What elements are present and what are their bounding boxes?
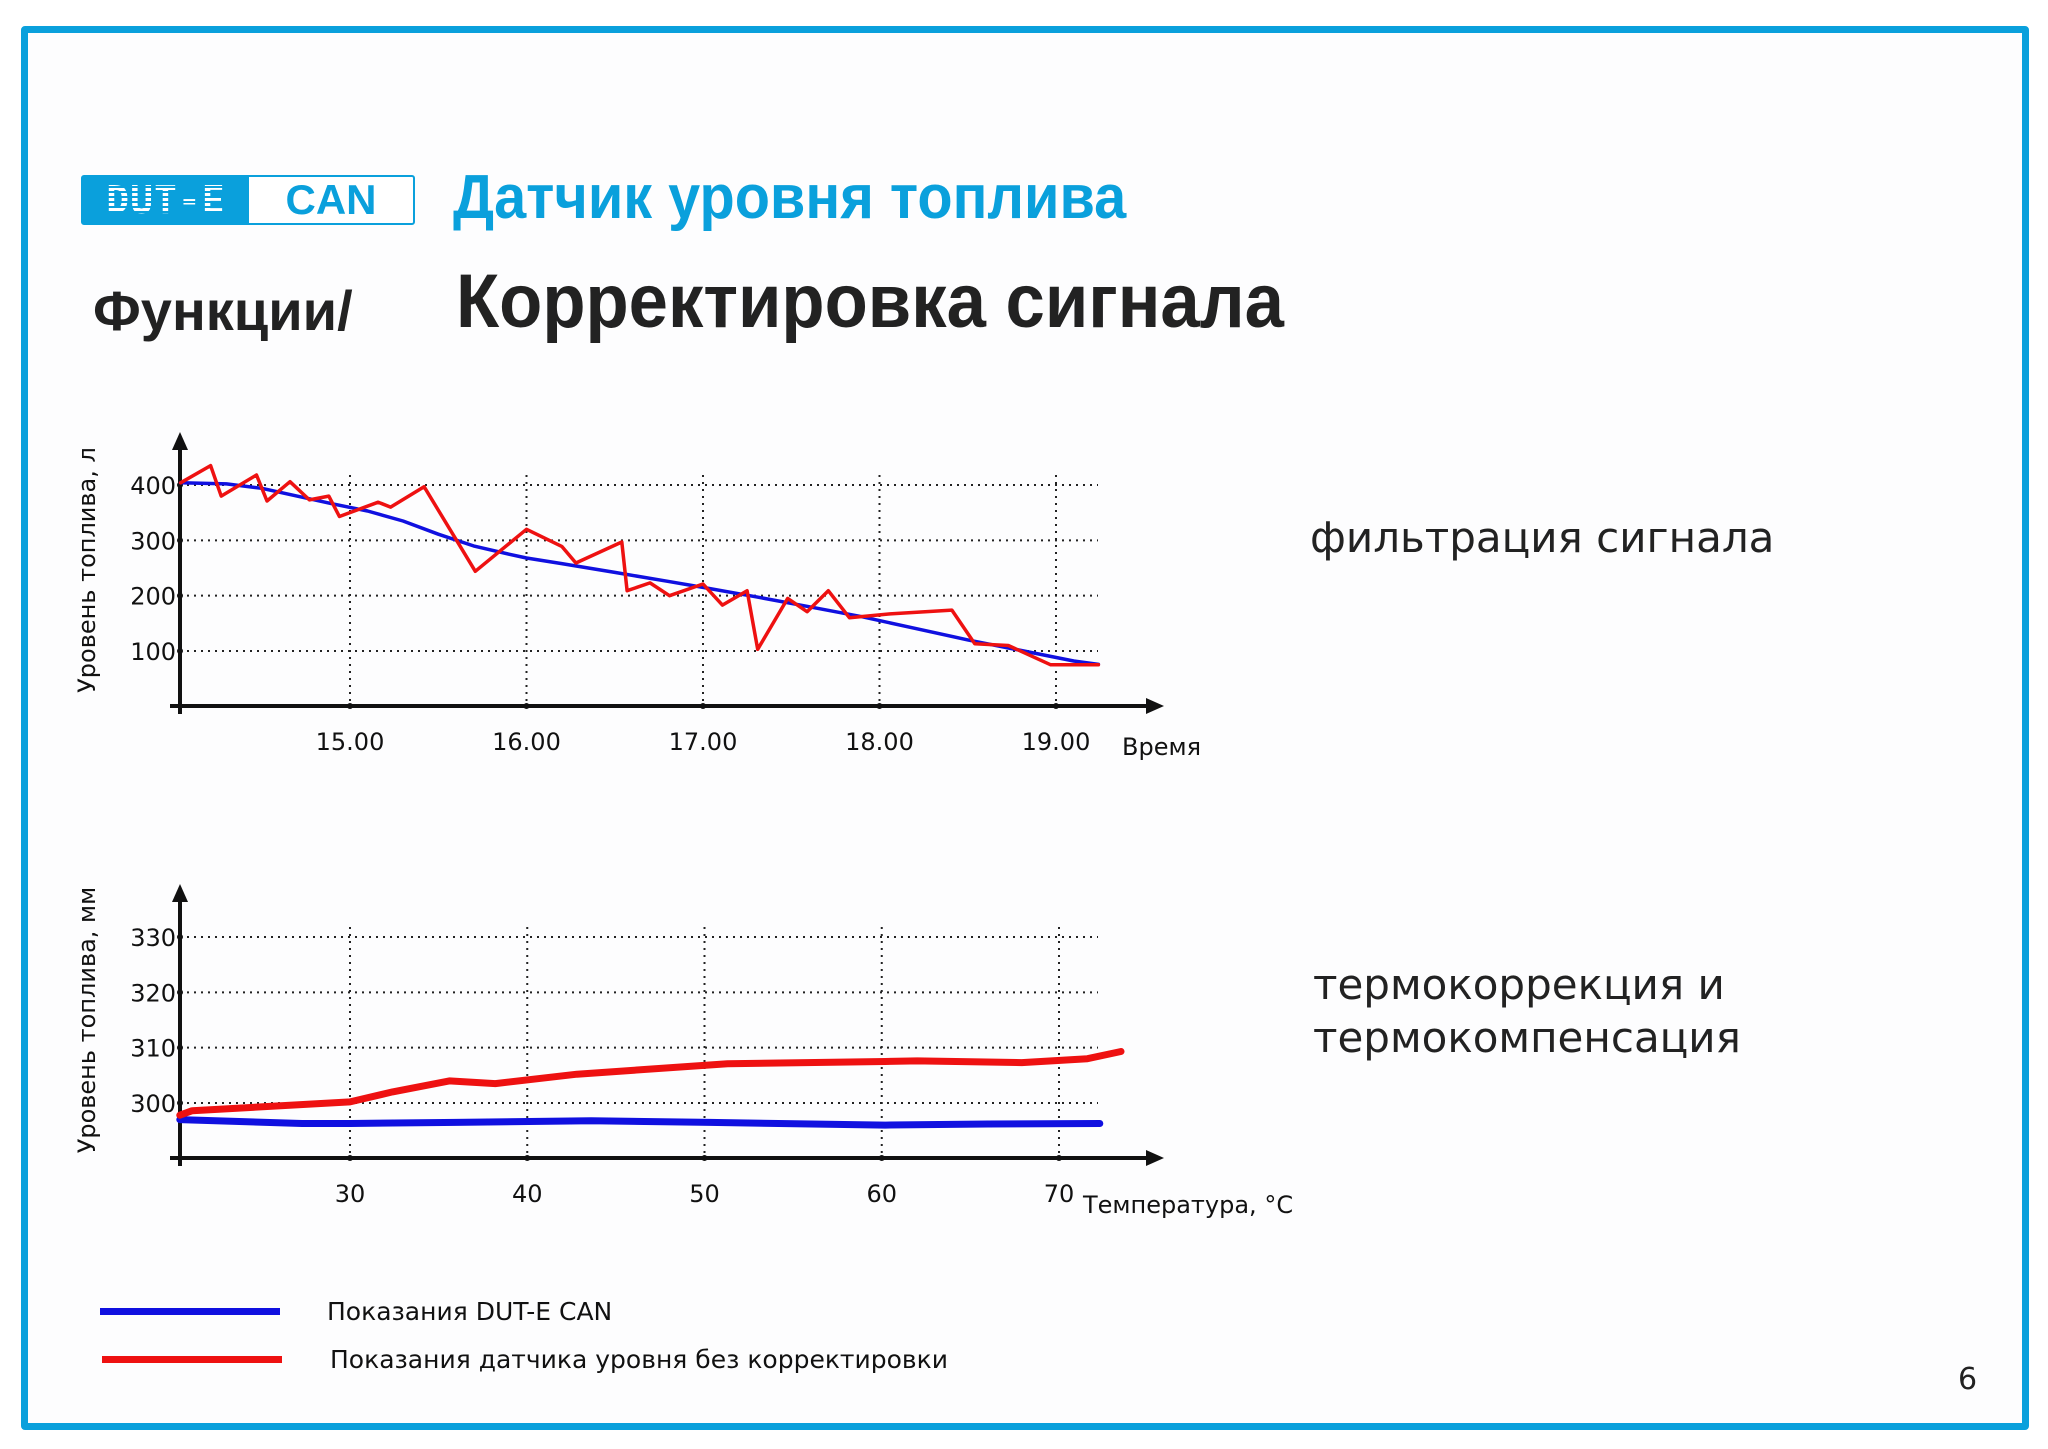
y-tick-label: 200	[130, 583, 176, 611]
logo-dut-e-text: DUT-E	[106, 178, 226, 222]
section-title: Корректировка сигнала	[456, 259, 1284, 344]
x-tick-label: 40	[512, 1180, 543, 1208]
section-prefix: Функции/	[93, 279, 353, 342]
y-tick-label: 300	[130, 527, 176, 555]
y-tick-label: 400	[130, 472, 176, 500]
y-tick-label: 310	[130, 1035, 176, 1063]
thermo-label-line2: термокомпенсация	[1313, 1013, 1741, 1062]
x-axis-arrow-icon	[1146, 1150, 1164, 1166]
thermo-label-line1: термокоррекция и	[1313, 960, 1725, 1009]
series-line	[178, 463, 1101, 667]
y-tick-label: 330	[130, 924, 176, 952]
x-tick-label: 50	[689, 1180, 720, 1208]
filtering-label: фильтрация сигнала	[1310, 513, 1775, 562]
dut-e-can-logo: DUT-E CAN	[81, 175, 415, 225]
y-axis-arrow-icon	[172, 884, 188, 902]
x-axis-arrow-icon	[1146, 698, 1164, 714]
legend-item-dut-e-can: Показания DUT-E CAN	[100, 1297, 612, 1326]
x-tick-label: 18.00	[845, 728, 914, 756]
x-tick-label: 30	[335, 1180, 366, 1208]
x-tick-label: 17.00	[669, 728, 738, 756]
x-tick-label: 70	[1044, 1180, 1075, 1208]
product-title: Датчик уровня топлива	[453, 163, 1127, 232]
legend-swatch-blue	[100, 1308, 280, 1315]
page-number: 6	[1958, 1362, 1978, 1397]
y-tick-label: 320	[130, 979, 176, 1007]
series-line	[178, 481, 1101, 667]
logo-dut-e: DUT-E	[83, 177, 249, 223]
slide-frame	[21, 26, 2029, 1430]
x-tick-label: 16.00	[492, 728, 561, 756]
series-line	[176, 1116, 1104, 1129]
legend-label: Показания DUT-E CAN	[327, 1297, 613, 1326]
x-axis-label: Температура, °C	[1082, 1191, 1293, 1219]
y-axis-label: Уровень топлива, мм	[73, 887, 101, 1154]
x-tick-label: 15.00	[316, 728, 385, 756]
y-tick-label: 300	[130, 1090, 176, 1118]
x-tick-label: 60	[866, 1180, 897, 1208]
x-axis-label: Время	[1122, 733, 1201, 761]
x-tick-label: 19.00	[1022, 728, 1091, 756]
series-line	[176, 1048, 1125, 1119]
y-tick-label: 100	[130, 638, 176, 666]
logo-can: CAN	[285, 176, 377, 223]
y-axis-arrow-icon	[172, 432, 188, 450]
legend-label: Показания датчика уровня без корректиров…	[330, 1345, 948, 1374]
legend-swatch-red	[102, 1356, 282, 1363]
legend-item-uncorrected: Показания датчика уровня без корректиров…	[102, 1345, 948, 1374]
y-axis-label: Уровень топлива, л	[73, 447, 101, 693]
